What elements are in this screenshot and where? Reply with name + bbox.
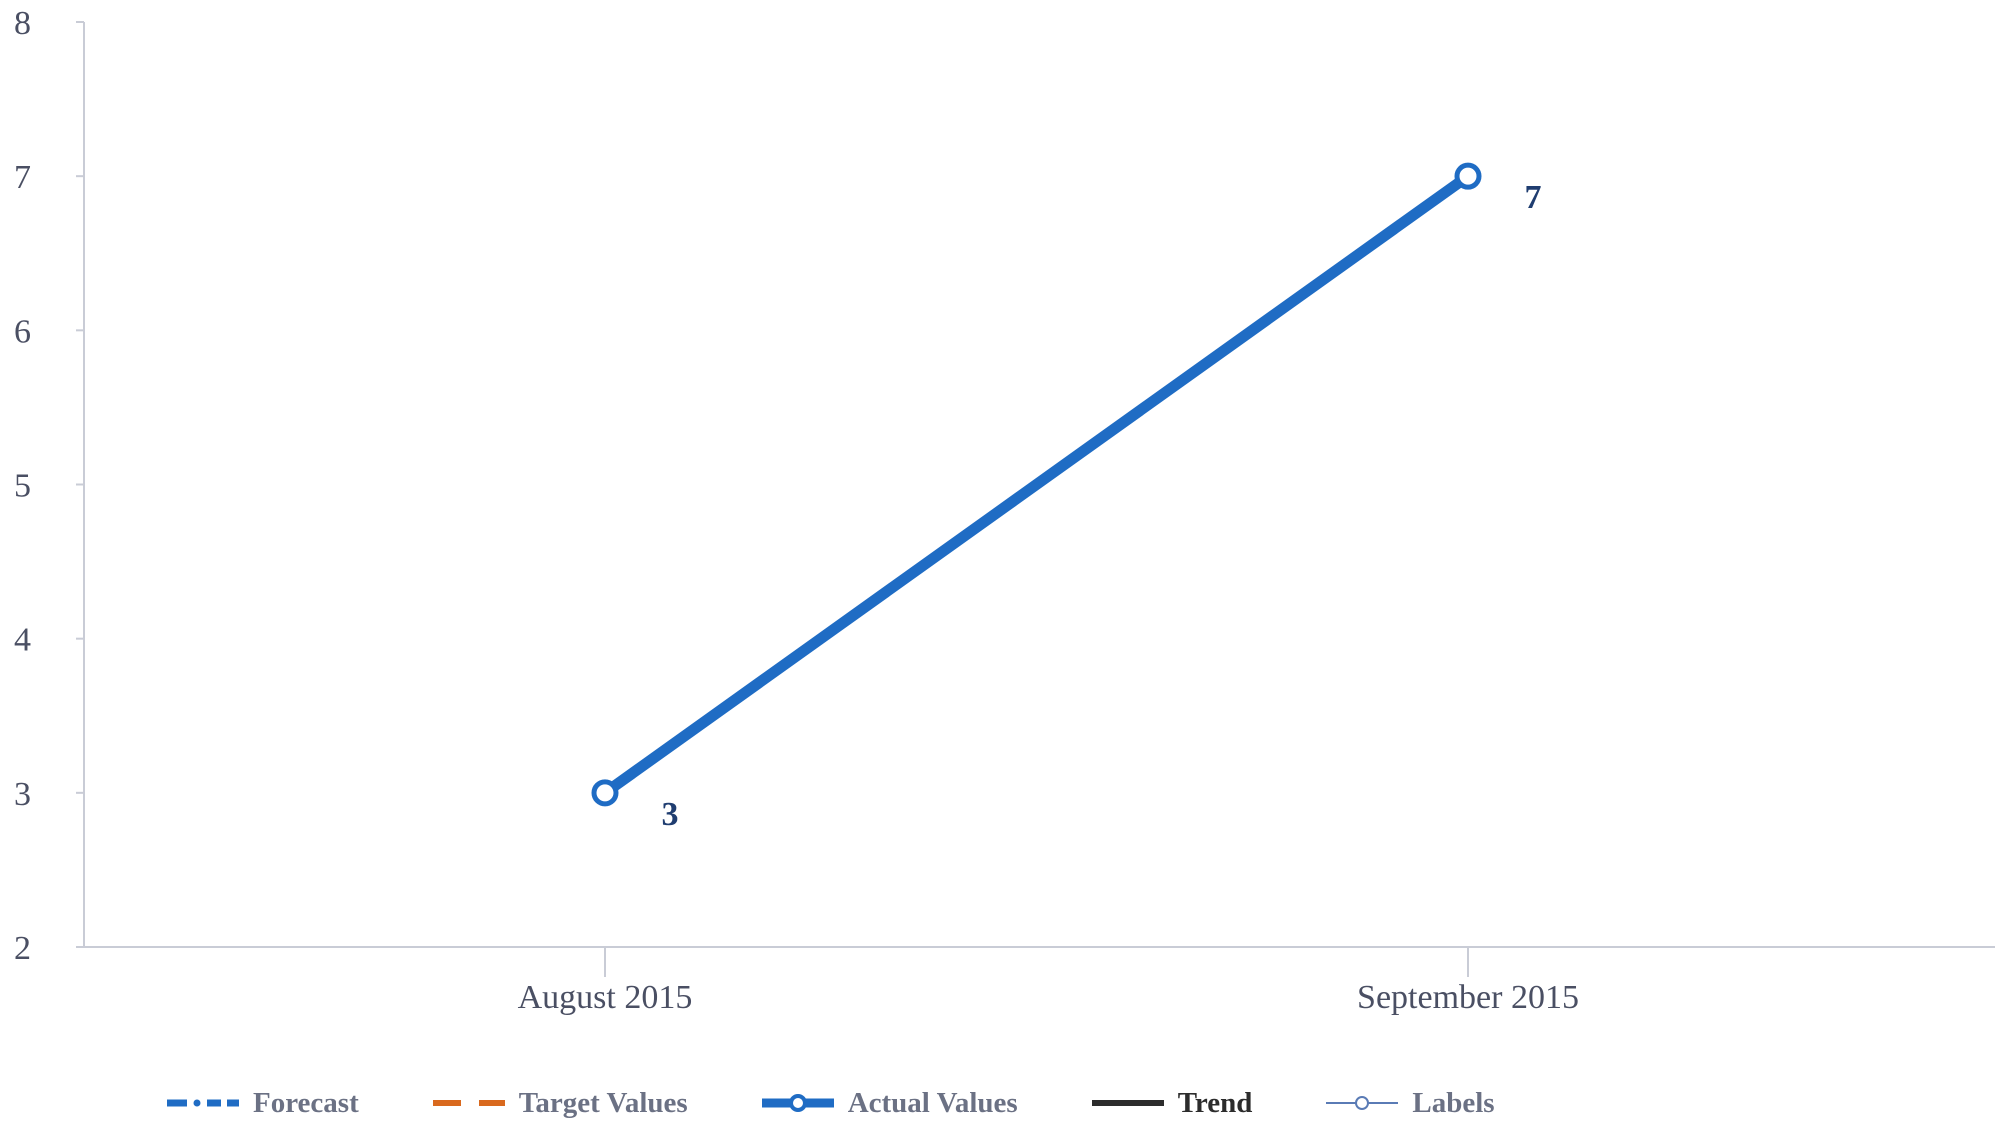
legend-label-trend: Trend (1177, 1086, 1253, 1119)
x-tick-label: September 2015 (1357, 979, 1579, 1016)
dash-dot-line-icon (167, 1099, 239, 1107)
legend-label-labels: Labels (1412, 1086, 1495, 1119)
y-tick-label: 2 (14, 930, 31, 967)
y-axis: 2 3 4 5 6 7 8 (14, 5, 85, 967)
data-point[interactable] (591, 779, 619, 807)
data-label: 7 (1525, 179, 1542, 216)
legend-item-target-values[interactable]: Target Values (431, 1087, 688, 1120)
legend-label-target-values: Target Values (518, 1086, 688, 1119)
data-point[interactable] (1454, 162, 1482, 190)
thin-line-with-circle-marker-icon (1326, 1096, 1399, 1110)
y-tick-label: 7 (14, 159, 31, 196)
x-axis: August 2015 September 2015 (84, 946, 1995, 1016)
legend-label-actual-values: Actual Values (847, 1086, 1018, 1119)
legend-label-forecast: Forecast (253, 1086, 359, 1119)
series-actual-values: 37 (591, 162, 1542, 833)
x-tick-label: August 2015 (518, 979, 693, 1016)
y-tick-label: 5 (14, 468, 31, 505)
dashed-line-icon (432, 1100, 505, 1106)
legend-item-forecast[interactable]: Forecast (165, 1087, 359, 1120)
legend-item-trend[interactable]: Trend (1090, 1086, 1253, 1120)
data-label: 3 (662, 796, 679, 833)
series-line (599, 170, 1474, 799)
legend-item-actual-values[interactable]: Actual Values (760, 1087, 1018, 1120)
y-tick-label: 8 (14, 5, 31, 42)
y-tick-label: 4 (14, 622, 31, 659)
y-tick-label: 6 (14, 313, 31, 350)
y-tick-label: 3 (14, 776, 31, 813)
line-with-circle-marker-icon (761, 1094, 834, 1112)
legend-item-labels[interactable]: Labels (1324, 1086, 1495, 1120)
solid-line-icon (1091, 1100, 1164, 1106)
legend: Forecast Target Values Actual Values Tre… (165, 1083, 1567, 1123)
